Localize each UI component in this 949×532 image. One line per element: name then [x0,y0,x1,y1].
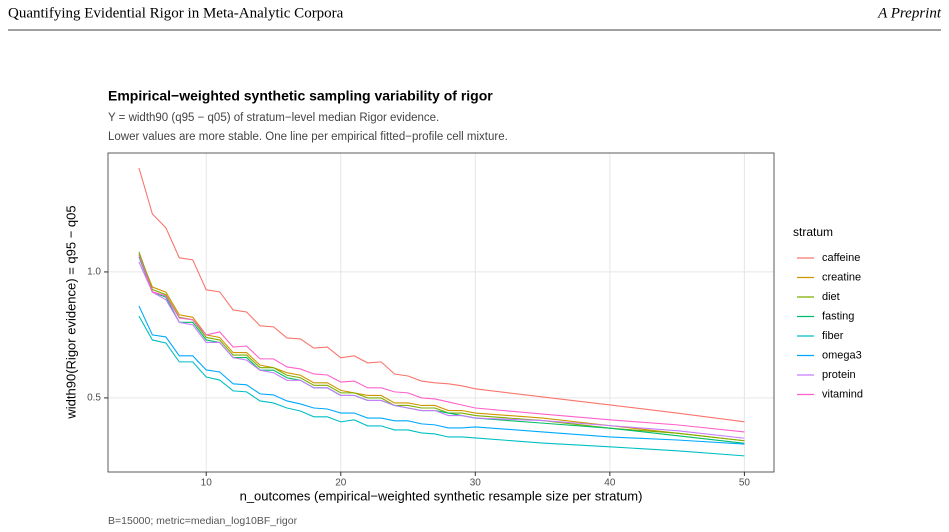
series-line [138,261,745,439]
legend-title: stratum [793,225,833,239]
chart-subtitle: Lower values are more stable. One line p… [108,131,508,143]
series-line [138,167,745,423]
chart-subtitle: Y = width90 (q95 − q05) of stratum−level… [108,112,439,124]
x-tick-label: 50 [739,478,751,489]
y-tick-label: 1.0 [87,267,101,278]
legend-label: caffeine [822,252,860,264]
series-line [138,305,745,445]
legend-label: omega3 [822,349,862,361]
series-line [138,254,745,433]
series-line [138,251,745,442]
x-axis-label: n_outcomes (empirical−weighted synthetic… [240,488,643,503]
series-line [138,315,745,457]
legend-label: fiber [822,330,844,342]
legend-label: vitamind [822,388,863,400]
legend-label: creatine [822,271,861,283]
running-right: A Preprint [877,5,942,21]
x-tick-label: 40 [604,478,616,489]
y-tick-label: 0.5 [87,393,101,404]
caption: B=15000; metric=median_log10BF_rigor [108,515,298,527]
legend-label: diet [822,291,840,303]
x-tick-label: 30 [470,478,482,489]
x-tick-label: 20 [335,478,347,489]
x-tick-label: 10 [201,478,213,489]
chart-title: Empirical−weighted synthetic sampling va… [108,88,493,104]
legend-label: fasting [822,310,854,322]
y-axis-label: width90(Rigor evidence) = q95 − q05 [63,205,78,419]
running-title: Quantifying Evidential Rigor in Meta-Ana… [8,5,344,21]
plot-border [107,152,775,473]
series-line [138,256,745,444]
legend-label: protein [822,369,856,381]
